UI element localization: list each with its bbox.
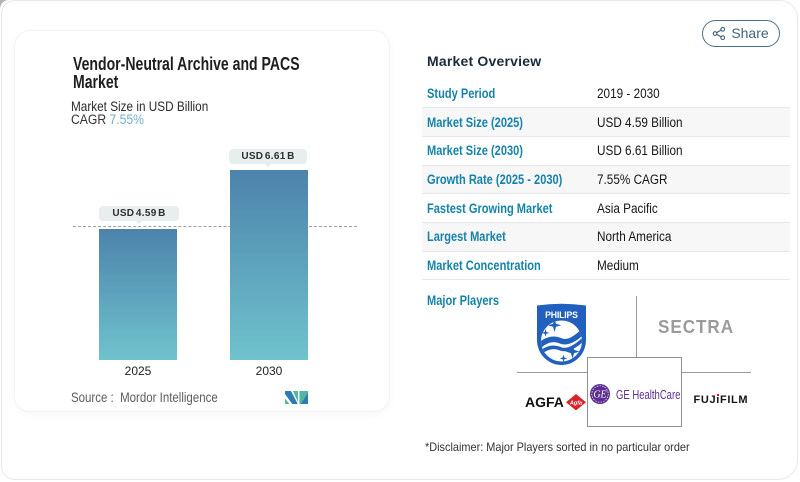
- svg-text:PHILIPS: PHILIPS: [545, 310, 578, 320]
- svg-text:Agfa: Agfa: [568, 400, 581, 406]
- svg-text:GE: GE: [593, 390, 606, 401]
